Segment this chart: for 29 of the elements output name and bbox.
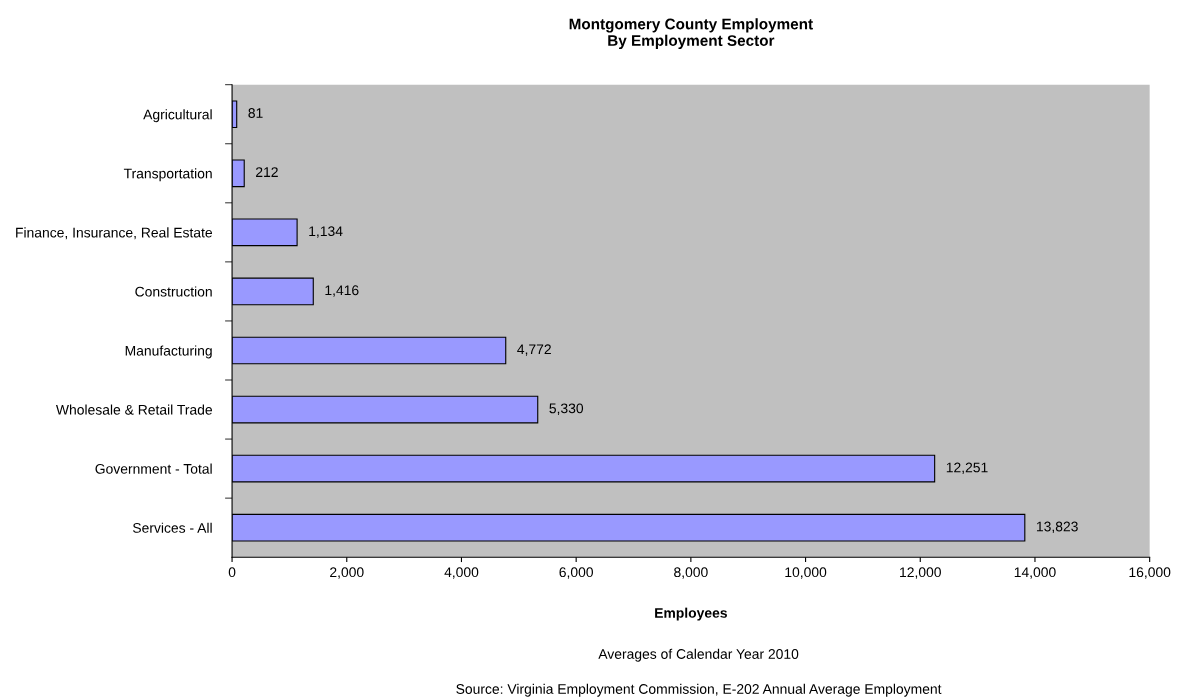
y-tick-label: Construction — [135, 286, 212, 297]
data-label: 1,416 — [325, 285, 359, 297]
y-tick-label: Transportation — [123, 168, 212, 182]
x-tick-label: 12,000 — [900, 567, 941, 579]
x-tick-label: 4,000 — [444, 567, 479, 579]
y-tick-label: Agricultural — [143, 109, 212, 123]
data-label: 81 — [248, 108, 263, 118]
x-tick-label: 2,000 — [330, 567, 364, 579]
x-axis-title: Employees — [655, 607, 727, 621]
y-tick-label: Finance, Insurance, Real Estate — [16, 227, 213, 240]
data-label: 5,330 — [549, 403, 584, 415]
x-tick-label: 0 — [228, 567, 236, 578]
data-label: 1,134 — [309, 226, 343, 238]
chart-title: Montgomery County Employment By Employment Sector — [569, 18, 813, 49]
y-tick-label: Services - All — [132, 522, 212, 533]
data-label: 4,772 — [517, 344, 551, 356]
data-label: 212 — [256, 167, 278, 177]
x-tick-label: 16,000 — [1129, 567, 1171, 579]
x-tick-label: 6,000 — [559, 567, 593, 579]
x-tick-label: 14,000 — [1014, 567, 1056, 579]
x-tick-label: 10,000 — [785, 567, 827, 579]
y-tick-label: Government - Total — [95, 463, 212, 474]
x-tick-label: 8,000 — [674, 567, 708, 579]
source-note: Source: Virginia Employment Commission, E-202 Annual Average Employment — [456, 683, 942, 697]
text: Averages of Calendar Year 2010 — [598, 648, 799, 662]
data-label: 12,251 — [946, 462, 988, 474]
y-tick-label: Manufacturing — [125, 345, 212, 359]
y-tick-label: Wholesale & Retail Trade — [55, 404, 213, 415]
data-label: 13,823 — [1036, 521, 1078, 534]
